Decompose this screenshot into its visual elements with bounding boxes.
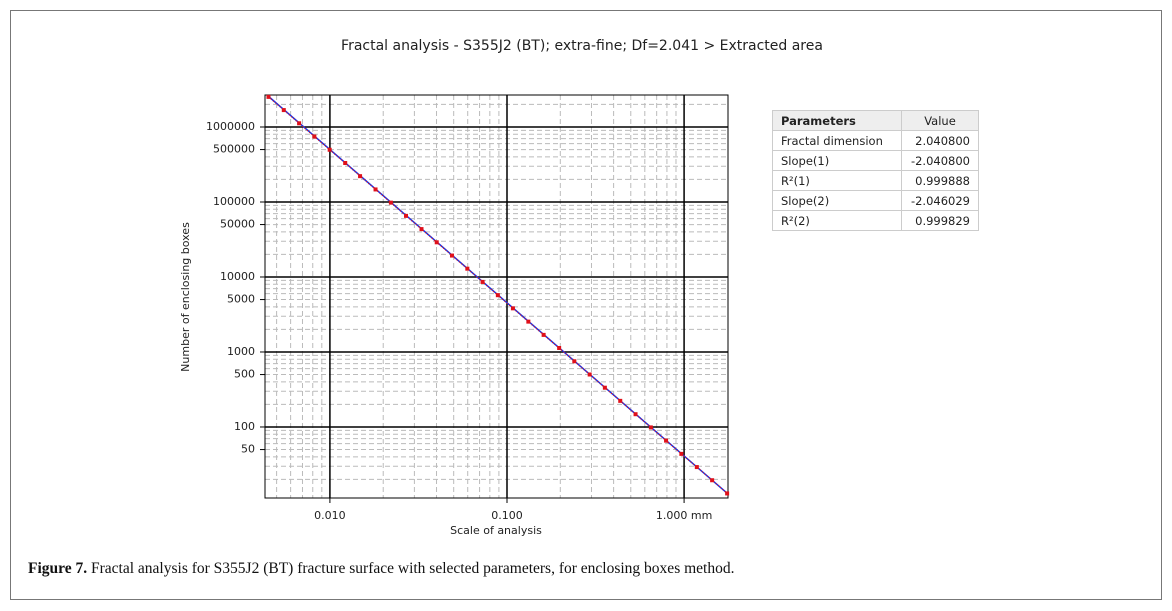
table-cell: Fractal dimension: [772, 130, 902, 151]
table-cell: -2.040800: [901, 150, 979, 171]
data-point: [710, 478, 715, 483]
data-point: [587, 372, 592, 377]
data-point: [480, 279, 485, 284]
header-cell: Parameters: [772, 110, 902, 131]
y-tick-label: 100: [234, 420, 255, 433]
y-tick-label: 500: [234, 368, 255, 381]
data-point: [510, 306, 515, 311]
y-tick-label: 1000: [227, 345, 255, 358]
y-tick-label: 5000: [227, 293, 255, 306]
table-cell: -2.046029: [901, 190, 979, 211]
data-point: [526, 319, 531, 324]
x-tick-label: 0.100: [491, 509, 523, 522]
data-point: [373, 187, 378, 192]
data-point: [434, 240, 439, 245]
data-point: [449, 253, 454, 258]
table-row: Slope(2) -2.046029: [772, 190, 979, 211]
table-cell: R²(2): [772, 210, 902, 231]
data-point: [297, 121, 302, 126]
data-point: [495, 293, 500, 298]
data-point: [312, 134, 317, 139]
caption-text: Fractal analysis for S355J2 (BT) fractur…: [91, 560, 735, 577]
x-axis-label: Scale of analysis: [450, 524, 542, 537]
caption: Figure 7. Fractal analysis for S355J2 (B…: [28, 560, 734, 578]
data-point: [327, 147, 332, 152]
parameter-table: Parameters Value Fractal dimension 2.0408…: [772, 110, 979, 231]
data-point: [679, 451, 684, 456]
data-point: [419, 227, 424, 232]
table-cell: Slope(1): [772, 150, 902, 171]
data-point: [541, 332, 546, 337]
table-cell: 0.999888: [901, 170, 979, 191]
data-point: [388, 200, 393, 205]
data-point: [572, 359, 577, 364]
header-cell: Value: [901, 110, 979, 131]
plot-frame: [264, 94, 729, 499]
table-row: R²(2) 0.999829: [772, 210, 979, 231]
caption-label: Figure 7.: [28, 560, 88, 577]
y-tick-label: 50: [241, 443, 255, 456]
y-tick-label: 500000: [213, 143, 255, 156]
data-point: [618, 398, 623, 403]
table-row: R²(1) 0.999888: [772, 170, 979, 191]
data-point: [358, 174, 363, 179]
data-point: [266, 94, 271, 99]
x-tick-label: 1.000 mm: [656, 509, 712, 522]
data-point: [648, 425, 653, 430]
data-point: [465, 266, 470, 271]
data-point: [664, 438, 669, 443]
y-tick-label: 1000000: [206, 120, 255, 133]
data-point: [725, 491, 730, 496]
data-point: [281, 108, 286, 113]
x-tick-label: 0.010: [314, 509, 346, 522]
table-row: Slope(1) -2.040800: [772, 150, 979, 171]
table-cell: 0.999829: [901, 210, 979, 231]
data-point: [343, 160, 348, 165]
data-point: [602, 385, 607, 390]
data-point: [557, 346, 562, 351]
data-point: [404, 213, 409, 218]
y-axis-label: Number of enclosing boxes: [179, 222, 192, 372]
table-row: Fractal dimension 2.040800: [772, 130, 979, 151]
table-cell: 2.040800: [901, 130, 979, 151]
table-cell: R²(1): [772, 170, 902, 191]
y-tick-label: 10000: [220, 270, 255, 283]
chart-title: Fractal analysis - S355J2 (BT); extra-fi…: [341, 38, 823, 54]
y-tick-label: 50000: [220, 218, 255, 231]
data-point: [694, 465, 699, 470]
table-header: Parameters Value: [772, 110, 979, 131]
y-tick-label: 100000: [213, 195, 255, 208]
table-cell: Slope(2): [772, 190, 902, 211]
data-point: [633, 412, 638, 417]
figure-frame: [10, 10, 1162, 600]
